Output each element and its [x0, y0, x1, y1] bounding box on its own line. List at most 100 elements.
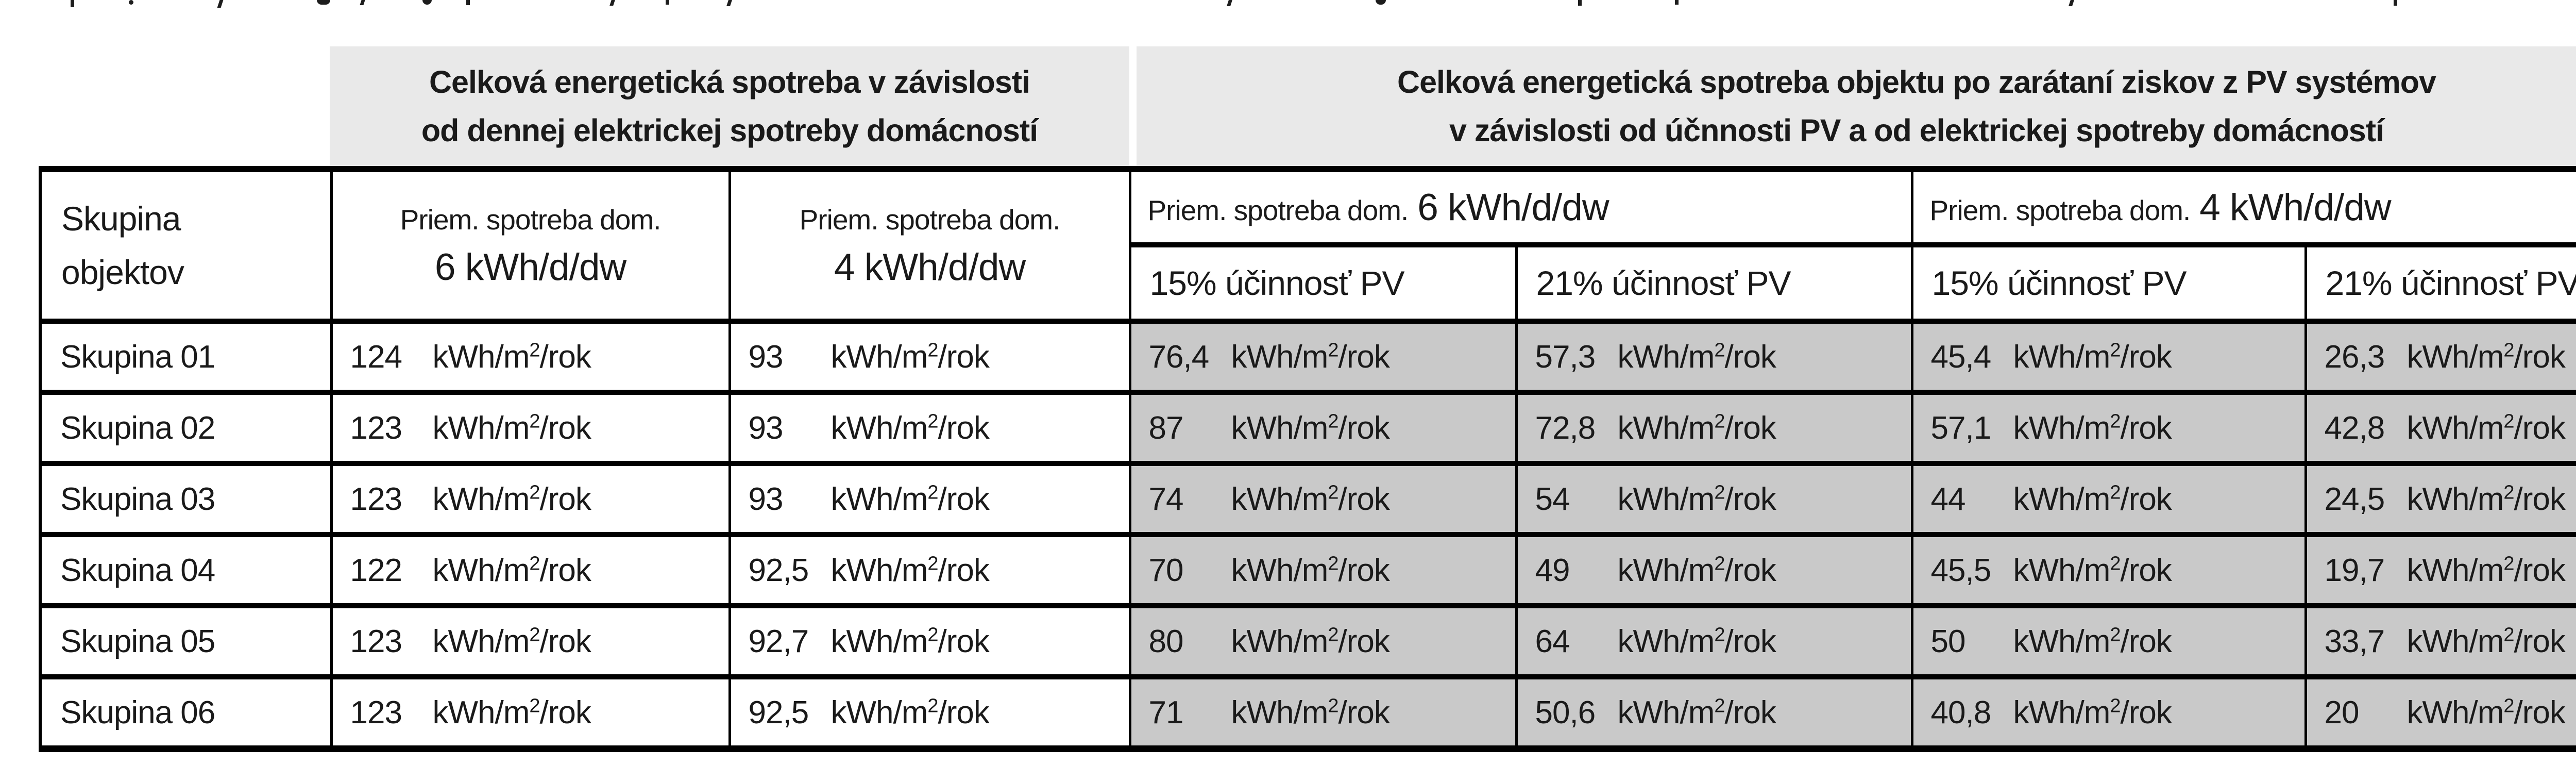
unit-label: kWh/m2/rok	[2013, 410, 2172, 446]
value-cell: 71 kWh/m2/rok	[1128, 674, 1518, 752]
unit-label: kWh/m2/rok	[432, 481, 591, 517]
value-number: 64	[1535, 623, 1570, 659]
value-number: 92,5	[748, 694, 809, 730]
value-cell: 93 kWh/m2/rok	[728, 461, 1131, 537]
value-cell: 92,5 kWh/m2/rok	[728, 532, 1131, 608]
value-cell: 57,3 kWh/m2/rok	[1515, 319, 1913, 395]
value-number: 50,6	[1535, 694, 1596, 730]
value-number: 70	[1148, 552, 1184, 588]
value-cell: 42,8 kWh/m2/rok	[2304, 390, 2576, 466]
unit-label: kWh/m2/rok	[1231, 623, 1390, 659]
unit-label: kWh/m2/rok	[432, 410, 591, 446]
unit-label: kWh/m2/rok	[831, 481, 990, 517]
value-number: 49	[1535, 552, 1570, 588]
value-number: 54	[1535, 481, 1570, 517]
value-number: 24,5	[2324, 481, 2385, 517]
value-cell: 19,7 kWh/m2/rok	[2304, 532, 2576, 608]
value-number: 33,7	[2324, 623, 2385, 659]
header-efficiency-21-dw4: 21% účinnosť PV	[2304, 242, 2576, 324]
unit-label: kWh/m2/rok	[1617, 339, 1776, 375]
value-cell: 45,5 kWh/m2/rok	[1910, 532, 2307, 608]
unit-label: kWh/m2/rok	[1231, 410, 1390, 446]
unit-label: kWh/m2/rok	[432, 623, 591, 659]
value-number: 57,3	[1535, 339, 1596, 375]
unit-label: kWh/m2/rok	[831, 694, 990, 730]
value-number: 50	[1930, 623, 1966, 659]
unit-label: kWh/m2/rok	[1231, 481, 1390, 517]
unit-label: kWh/m2/rok	[2013, 552, 2172, 588]
value-cell: 45,4 kWh/m2/rok	[1910, 319, 2307, 395]
unit-label: kWh/m2/rok	[1231, 694, 1390, 730]
value-cell: 76,4 kWh/m2/rok	[1128, 319, 1518, 395]
unit-label: kWh/m2/rok	[2013, 481, 2172, 517]
value-number: 92,7	[748, 623, 809, 659]
value-number: 45,5	[1930, 552, 1992, 588]
unit-label: kWh/m2/rok	[831, 410, 990, 446]
unit-label: kWh/m2/rok	[432, 694, 591, 730]
header-pv-daily-6: Priem. spotreba dom. 6 kWh/d/dw	[1128, 167, 1913, 247]
value-cell: 123 kWh/m2/rok	[330, 674, 731, 752]
value-number: 76,4	[1148, 339, 1210, 375]
value-number: 93	[748, 339, 784, 375]
value-number: 26,3	[2324, 339, 2385, 375]
value-cell: 70 kWh/m2/rok	[1128, 532, 1518, 608]
unit-label: kWh/m2/rok	[2406, 552, 2566, 588]
table-row: Skupina 06 123 kWh/m2/rok 92,5 kWh/m2/rok …	[39, 674, 2576, 752]
header-daily-consumption-4: Priem. spotreba dom. 4 kWh/d/dw	[728, 167, 1131, 324]
header-daily-consumption-6: Priem. spotreba dom. 6 kWh/d/dw	[330, 167, 731, 324]
unit-label: kWh/m2/rok	[2013, 694, 2172, 730]
unit-label: kWh/m2/rok	[1617, 623, 1776, 659]
value-cell: 33,7 kWh/m2/rok	[2304, 603, 2576, 679]
energy-consumption-table: Skupina objektov Priem. spotreba dom. 6 …	[39, 166, 2576, 752]
header-daily-label: Priem. spotreba dom.	[400, 204, 662, 236]
supertitle-line: v závislosti od účnnosti PV a od elektri…	[1449, 113, 2384, 148]
unit-label: kWh/m2/rok	[2406, 481, 2566, 517]
value-cell: 26,3 kWh/m2/rok	[2304, 319, 2576, 395]
row-label: Skupina 01	[39, 319, 333, 395]
unit-label: kWh/m2/rok	[831, 552, 990, 588]
value-cell: 87 kWh/m2/rok	[1128, 390, 1518, 466]
supertitle-line: od dennej elektrickej spotreby domácnost…	[421, 113, 1038, 148]
value-cell: 44 kWh/m2/rok	[1910, 461, 2307, 537]
value-number: 122	[350, 552, 402, 588]
value-number: 87	[1148, 410, 1184, 446]
header-efficiency-15-dw6: 15% účinnosť PV	[1128, 242, 1518, 324]
unit-label: kWh/m2/rok	[2013, 339, 2172, 375]
value-number: 42,8	[2324, 410, 2385, 446]
table-row: Skupina 04 122 kWh/m2/rok 92,5 kWh/m2/rok …	[39, 532, 2576, 608]
value-number: 57,1	[1930, 410, 1992, 446]
header-group-line: Skupina	[61, 200, 181, 238]
value-cell: 20 kWh/m2/rok	[2304, 674, 2576, 752]
value-cell: 24,5 kWh/m2/rok	[2304, 461, 2576, 537]
row-label: Skupina 05	[39, 603, 333, 679]
table-row: Skupina 01 124 kWh/m2/rok 93 kWh/m2/rok 76…	[39, 319, 2576, 395]
value-cell: 49 kWh/m2/rok	[1515, 532, 1913, 608]
unit-label: kWh/m2/rok	[1617, 552, 1776, 588]
table-supertitle-consumption: Celková energetická spotreba v závislost…	[330, 46, 1129, 166]
header-pv-daily-label: Priem. spotreba dom.	[1929, 194, 2191, 226]
header-daily-value: 4 kWh/d/dw	[834, 246, 1026, 288]
unit-label: kWh/m2/rok	[831, 623, 990, 659]
value-number: 74	[1148, 481, 1184, 517]
value-number: 80	[1148, 623, 1184, 659]
header-pv-daily-4: Priem. spotreba dom. 4 kWh/d/dw	[1910, 167, 2576, 247]
value-number: 20	[2324, 694, 2360, 730]
value-number: 45,4	[1930, 339, 1992, 375]
table-row: Skupina 05 123 kWh/m2/rok 92,7 kWh/m2/rok …	[39, 603, 2576, 679]
header-daily-value: 6 kWh/d/dw	[434, 246, 626, 288]
value-number: 123	[350, 694, 402, 730]
header-pv-daily-value: 4 kWh/d/dw	[2199, 186, 2391, 228]
value-number: 19,7	[2324, 552, 2385, 588]
table-supertitle-pv-gains: Celková energetická spotreba objektu po …	[1137, 46, 2576, 166]
value-number: 72,8	[1535, 410, 1596, 446]
row-label: Skupina 04	[39, 532, 333, 608]
value-cell: 64 kWh/m2/rok	[1515, 603, 1913, 679]
value-cell: 92,7 kWh/m2/rok	[728, 603, 1131, 679]
value-cell: 92,5 kWh/m2/rok	[728, 674, 1131, 752]
header-pv-daily-label: Priem. spotreba dom.	[1147, 194, 1409, 226]
unit-label: kWh/m2/rok	[831, 339, 990, 375]
unit-label: kWh/m2/rok	[2406, 410, 2566, 446]
value-number: 71	[1148, 694, 1184, 730]
header-daily-label: Priem. spotreba dom.	[799, 204, 1061, 236]
